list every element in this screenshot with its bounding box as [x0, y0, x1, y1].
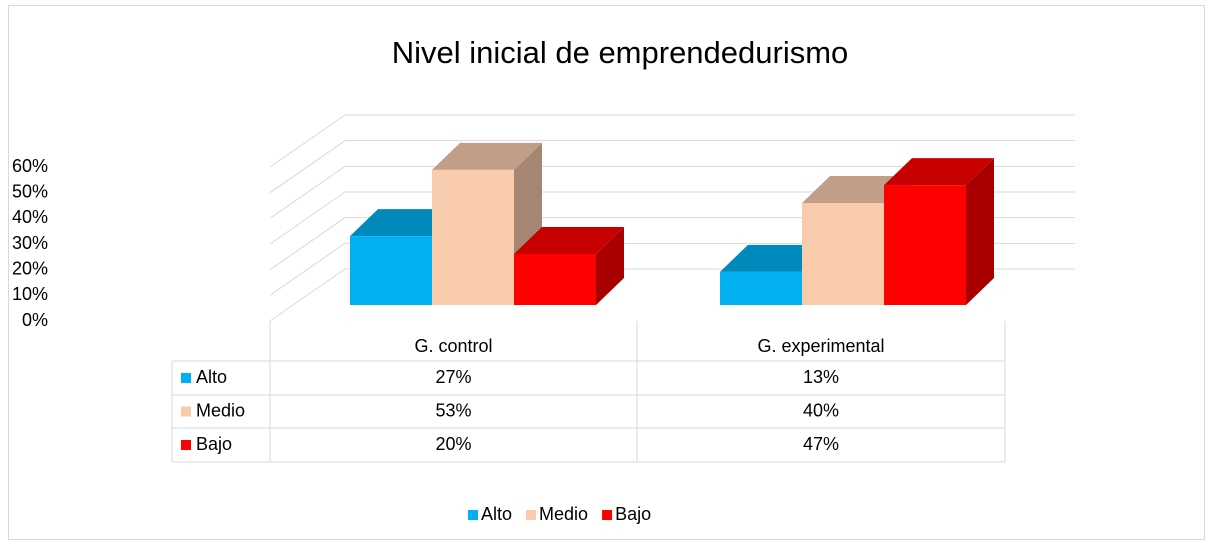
table-cell: 13% — [803, 367, 839, 387]
bar-front — [802, 203, 884, 305]
table-header: G. control — [414, 336, 492, 356]
table-row-label: Bajo — [196, 434, 232, 454]
table-key — [181, 406, 191, 417]
legend-label: Bajo — [615, 504, 651, 524]
table-cell: 27% — [435, 367, 471, 387]
bar — [884, 158, 994, 305]
bar-front — [720, 271, 802, 305]
table-cell: 20% — [435, 434, 471, 454]
legend-key — [468, 510, 478, 520]
y-tick-label: 20% — [12, 258, 48, 278]
grid-line — [269, 114, 1075, 168]
bar-front — [514, 254, 596, 305]
legend-label: Medio — [539, 504, 588, 524]
y-tick-label: 60% — [12, 156, 48, 176]
legend-label: Alto — [481, 504, 512, 524]
bar-side — [966, 158, 994, 305]
table-key — [181, 373, 191, 383]
legend-key — [526, 510, 537, 520]
bar-side — [596, 227, 624, 305]
legend-key — [602, 510, 613, 520]
table-cell: 53% — [435, 400, 471, 420]
table-key — [181, 440, 191, 450]
grid-line — [269, 165, 1075, 219]
y-tick-label: 40% — [12, 207, 48, 227]
y-tick-label: 10% — [12, 284, 48, 304]
bar-top — [884, 158, 994, 186]
table-cell: 47% — [803, 434, 839, 454]
grid-line — [269, 140, 1075, 194]
bar-front — [884, 185, 966, 305]
bar-top — [514, 227, 624, 254]
y-tick-label: 0% — [22, 310, 48, 330]
table-row-label: Alto — [196, 367, 227, 387]
table-header: G. experimental — [757, 336, 884, 356]
y-tick-label: 30% — [12, 233, 48, 253]
bar-front — [432, 169, 514, 305]
table-row-label: Medio — [196, 400, 245, 420]
chart-title: Nivel inicial de emprendedurismo — [392, 35, 849, 70]
bar-top — [432, 142, 542, 170]
table-cell: 40% — [803, 400, 839, 420]
bar — [432, 142, 542, 305]
bar-front — [350, 236, 432, 305]
y-tick-label: 50% — [12, 181, 48, 201]
bar — [514, 227, 624, 305]
